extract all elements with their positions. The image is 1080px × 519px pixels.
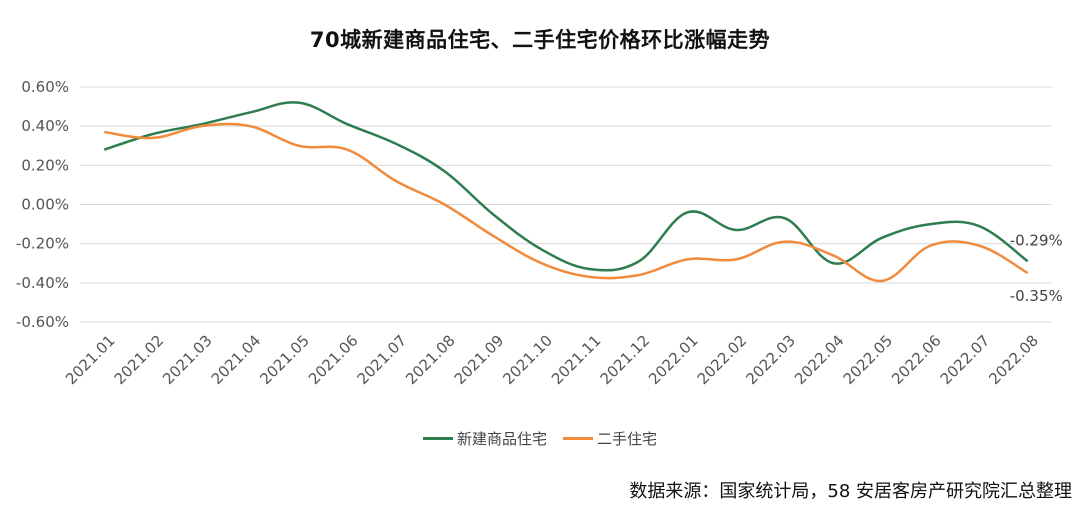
legend-item: 新建商品住宅 <box>422 428 547 449</box>
end-labels: -0.29% -0.35% <box>1010 231 1063 305</box>
x-tick-label: 2021.03 <box>159 332 216 389</box>
x-tick-label: 2021.04 <box>208 332 265 389</box>
x-tick-label: 2022.04 <box>791 332 848 389</box>
legend: 新建商品住宅 二手住宅 <box>0 426 1080 449</box>
legend-swatch <box>563 437 593 440</box>
legend-label: 二手住宅 <box>597 430 658 448</box>
gridlines <box>80 86 1052 323</box>
x-tick-label: 2021.08 <box>402 332 459 389</box>
x-tick-label: 2021.02 <box>111 332 168 389</box>
y-tick-label: 0.60% <box>21 78 69 96</box>
y-axis-ticks: 0.60% 0.40% 0.20% 0.00% -0.20% -0.40% -0.60% <box>16 78 69 331</box>
x-tick-label: 2021.09 <box>451 332 508 389</box>
x-tick-label: 2022.07 <box>937 332 994 389</box>
x-tick-label: 2021.07 <box>354 332 411 389</box>
series-line <box>103 101 1029 272</box>
chart-title: 70城新建商品住宅、二手住宅价格环比涨幅走势 <box>309 28 771 52</box>
source-note: 数据来源：国家统计局，58 安居客房产研究院汇总整理 <box>629 481 1072 502</box>
end-value-label: -0.29% <box>1010 231 1063 249</box>
x-tick-label: 2021.12 <box>597 332 654 389</box>
x-tick-label: 2021.10 <box>499 332 556 389</box>
y-tick-label: -0.40% <box>16 274 69 292</box>
y-tick-label: -0.60% <box>16 313 69 331</box>
x-tick-label: 2022.08 <box>985 332 1042 389</box>
x-tick-label: 2022.03 <box>742 332 799 389</box>
x-tick-label: 2021.05 <box>256 332 313 389</box>
end-value-label: -0.35% <box>1010 287 1063 305</box>
legend-item: 二手住宅 <box>563 428 657 449</box>
x-tick-label: 2021.06 <box>305 332 362 389</box>
x-tick-label: 2022.06 <box>888 332 945 389</box>
series-line <box>104 122 1029 283</box>
x-tick-label: 2021.01 <box>62 332 119 389</box>
y-tick-label: 0.20% <box>21 156 69 174</box>
legend-swatch <box>422 437 453 440</box>
x-tick-label: 2021.11 <box>548 332 605 389</box>
y-tick-label: -0.20% <box>16 235 69 253</box>
x-tick-label: 2022.01 <box>645 332 702 389</box>
x-tick-label: 2022.05 <box>840 332 897 389</box>
x-axis-ticks: 2021.012021.022021.032021.042021.052021.… <box>62 332 1042 389</box>
series-lines <box>103 101 1029 283</box>
y-tick-label: 0.00% <box>21 196 69 214</box>
x-tick-label: 2022.02 <box>694 332 751 389</box>
legend-label: 新建商品住宅 <box>456 430 547 448</box>
y-tick-label: 0.40% <box>21 117 69 135</box>
